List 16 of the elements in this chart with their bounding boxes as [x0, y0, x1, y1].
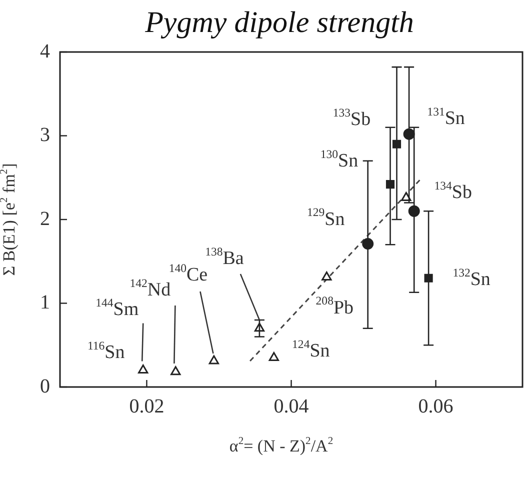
point [401, 192, 412, 201]
y-tick-label: 0 [40, 375, 50, 398]
point [138, 364, 148, 374]
x-tick-label: 0.06 [418, 395, 454, 418]
point [170, 366, 181, 376]
y-axis-title: Σ B(E1) [e2 fm2] [0, 163, 18, 276]
chart-title: Pygmy dipole strength [144, 6, 414, 39]
point [322, 272, 332, 281]
y-tick-label: 4 [40, 40, 50, 62]
x-tick-label: 0.02 [129, 395, 164, 418]
y-tick-label: 3 [40, 124, 50, 146]
x-tick-label: 0.04 [274, 395, 309, 418]
y-tick-label: 1 [40, 292, 50, 314]
point [208, 355, 220, 364]
point [268, 352, 279, 361]
y-tick-label: 2 [40, 208, 50, 230]
